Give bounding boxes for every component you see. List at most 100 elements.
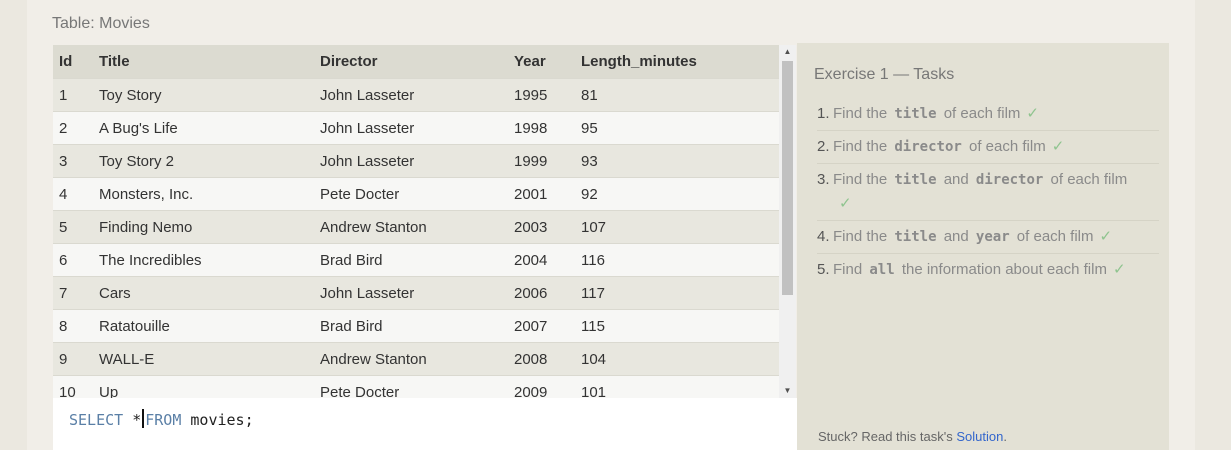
keyword-from: FROM: [145, 411, 182, 429]
cell-length: 117: [581, 284, 605, 302]
header-length: Length_minutes: [581, 53, 697, 70]
sql-editor[interactable]: SELECT * FROM movies;: [53, 398, 823, 450]
task-text: of each film: [1050, 171, 1128, 188]
solution-link[interactable]: Solution: [956, 429, 1004, 444]
cell-title: Toy Story: [99, 86, 162, 104]
cell-director: John Lasseter: [320, 284, 415, 302]
cell-id: 8: [59, 317, 68, 335]
cell-length: 104: [581, 350, 607, 368]
scroll-up-arrow-icon[interactable]: ▲: [783, 47, 792, 56]
task-text: Find the: [833, 228, 888, 245]
token-star: *: [132, 411, 142, 429]
header-director: Director: [320, 53, 378, 70]
cell-year: 2006: [514, 284, 548, 302]
cell-title: Up: [99, 383, 119, 399]
cell-director: John Lasseter: [320, 152, 415, 170]
check-icon: ✓: [839, 195, 852, 212]
task-code: year: [975, 229, 1010, 245]
sql-query[interactable]: SELECT * FROM movies;: [69, 409, 254, 429]
cell-director: Brad Bird: [320, 317, 383, 335]
cell-year: 2008: [514, 350, 548, 368]
task-list: 1. Find the title of each film ✓ 2. Find …: [817, 98, 1159, 286]
cell-length: 95: [581, 119, 598, 137]
cell-year: 2007: [514, 317, 548, 335]
task-text: of each film: [1016, 228, 1094, 245]
header-year: Year: [514, 53, 546, 70]
tasks-title: Exercise 1 — Tasks: [814, 66, 955, 83]
cell-length: 101: [581, 383, 607, 399]
cell-director: Andrew Stanton: [320, 218, 427, 236]
header-title: Title: [99, 53, 130, 70]
task-text: Find the: [833, 105, 888, 122]
table-row: 9 WALL-E Andrew Stanton 2008 104: [53, 342, 796, 375]
cell-year: 1999: [514, 152, 548, 170]
task-code: title: [894, 229, 937, 245]
token-table: movies;: [190, 411, 254, 429]
task-number: 5.: [817, 261, 830, 278]
table-row: 4 Monsters, Inc. Pete Docter 2001 92: [53, 177, 796, 210]
check-icon: ✓: [1099, 228, 1113, 245]
cell-id: 4: [59, 185, 68, 203]
cell-length: 81: [581, 86, 598, 104]
cell-director: Brad Bird: [320, 251, 383, 269]
task-item: 4. Find the title and year of each film ✓: [817, 220, 1159, 253]
table-row: 8 Ratatouille Brad Bird 2007 115: [53, 309, 796, 342]
cell-title: WALL-E: [99, 350, 155, 368]
task-text: of each film: [968, 138, 1046, 155]
table-header-row: Id Title Director Year Length_minutes: [53, 45, 796, 78]
scroll-down-arrow-icon[interactable]: ▼: [783, 386, 792, 395]
stuck-end: .: [1003, 429, 1007, 444]
cell-length: 115: [581, 317, 605, 335]
cell-id: 6: [59, 251, 68, 269]
cell-title: The Incredibles: [99, 251, 202, 269]
task-code: title: [894, 106, 937, 122]
task-number: 3.: [817, 171, 830, 188]
task-text: the information about each film: [901, 261, 1107, 278]
cell-year: 1998: [514, 119, 548, 137]
cell-length: 93: [581, 152, 598, 170]
cell-director: Andrew Stanton: [320, 350, 427, 368]
cell-title: Finding Nemo: [99, 218, 193, 236]
task-item: 1. Find the title of each film ✓: [817, 98, 1159, 130]
cell-director: Pete Docter: [320, 185, 400, 203]
task-number: 2.: [817, 138, 830, 155]
results-table: Id Title Director Year Length_minutes 1 …: [53, 45, 796, 398]
cell-title: A Bug's Life: [99, 119, 178, 137]
cell-year: 2004: [514, 251, 548, 269]
scroll-thumb[interactable]: [782, 61, 793, 295]
cell-title: Ratatouille: [99, 317, 170, 335]
cell-director: John Lasseter: [320, 119, 415, 137]
cell-length: 92: [581, 185, 598, 203]
cell-id: 7: [59, 284, 68, 302]
table-row: 7 Cars John Lasseter 2006 117: [53, 276, 796, 309]
task-text: of each film: [943, 105, 1021, 122]
task-code: all: [869, 262, 895, 278]
task-text: and: [943, 171, 969, 188]
table-row: 6 The Incredibles Brad Bird 2004 116: [53, 243, 796, 276]
keyword-select: SELECT: [69, 411, 124, 429]
check-icon: ✓: [1112, 261, 1126, 278]
check-icon: ✓: [1026, 105, 1039, 122]
header-id: Id: [59, 53, 73, 70]
task-number: 4.: [817, 228, 830, 245]
cell-id: 3: [59, 152, 68, 170]
tasks-panel: Exercise 1 — Tasks 1. Find the title of …: [797, 43, 1169, 450]
cell-year: 1995: [514, 86, 548, 104]
task-code: director: [975, 172, 1044, 188]
cell-title: Monsters, Inc.: [99, 185, 194, 203]
cell-id: 10: [59, 383, 76, 399]
cell-id: 2: [59, 119, 68, 137]
task-item: 5. Find all the information about each f…: [817, 253, 1159, 286]
table-row: 1 Toy Story John Lasseter 1995 81: [53, 78, 796, 111]
cell-id: 9: [59, 350, 68, 368]
cell-year: 2001: [514, 185, 548, 203]
cell-director: John Lasseter: [320, 86, 415, 104]
stuck-text: Stuck? Read this task's: [818, 429, 953, 444]
cell-length: 116: [581, 251, 605, 269]
task-text: Find: [833, 261, 863, 278]
text-caret: [142, 409, 145, 428]
cell-director: Pete Docter: [320, 383, 400, 399]
task-code: director: [894, 139, 962, 155]
table-scrollbar[interactable]: ▲ ▼: [779, 45, 796, 398]
task-item: 3. Find the title and director of each f…: [817, 163, 1159, 220]
